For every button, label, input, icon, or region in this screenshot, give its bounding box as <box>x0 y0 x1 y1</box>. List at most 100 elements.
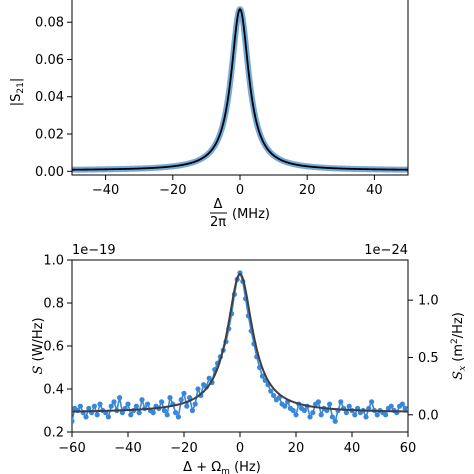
bottom-left-multiplier: 1e−19 <box>72 243 116 258</box>
bottom-data-point <box>187 395 193 401</box>
bottom-data-point <box>133 403 139 409</box>
bottom-data-point <box>290 407 296 414</box>
bottom-data-point <box>192 401 198 407</box>
bottom-data-point <box>369 399 375 405</box>
bottom-xlabel: Δ + Ωm (Hz) <box>183 460 261 474</box>
bottom-right-multiplier: 1e−24 <box>364 243 408 258</box>
bottom-panel: −60 −40 −20 0 20 40 60 0.2 0.4 0.6 0.8 1.0 0.0 0.5 1… <box>31 243 468 474</box>
top-y-tick-label: 0.02 <box>35 128 64 143</box>
bottom-data-point <box>181 390 187 396</box>
top-measured-curve <box>72 6 408 173</box>
top-xlabel: Δ 2π (MHz) <box>210 197 270 230</box>
bottom-data-point <box>388 403 394 409</box>
bottom-data-point <box>117 395 123 401</box>
bottom-data-point <box>125 401 131 407</box>
svg-text:Δ: Δ <box>214 197 223 212</box>
bottom-y-tick-label: 0.6 <box>43 340 64 355</box>
bottom-data-point <box>72 418 75 424</box>
top-series-group <box>72 6 408 173</box>
bottom-data-point <box>366 405 372 411</box>
bottom-y-tick-label: 0.4 <box>43 383 64 398</box>
bottom-y-ticks: 0.2 0.4 0.6 0.8 1.0 <box>43 254 72 441</box>
bottom-data-point <box>271 392 277 399</box>
bottom-data-point <box>315 399 321 405</box>
bottom-x-tick-label: 20 <box>288 441 305 456</box>
bottom-data-point <box>128 412 134 418</box>
bottom-data-point <box>301 407 307 414</box>
bottom-data-point <box>329 414 335 420</box>
bottom-data-point <box>307 414 313 420</box>
bottom-x-ticks: −60 −40 −20 0 20 40 60 <box>58 432 416 456</box>
bottom-data-point <box>83 414 89 420</box>
bottom-right-ylabel: Sx (m2/Hz) <box>450 312 468 380</box>
top-y-ticks: 0.00 0.02 0.04 0.06 0.08 <box>35 16 72 180</box>
bottom-right-y-tick-label: 1.0 <box>418 294 439 309</box>
svg-text:2π: 2π <box>210 215 226 230</box>
bottom-data-point <box>268 388 274 394</box>
bottom-data-point <box>189 407 195 414</box>
bottom-data-point <box>363 414 369 420</box>
top-y-tick-label: 0.04 <box>35 90 64 105</box>
bottom-data-point <box>94 412 100 418</box>
bottom-data-point <box>77 403 83 409</box>
bottom-data-point <box>145 401 151 407</box>
bottom-data-point <box>206 375 212 381</box>
top-fit-curve <box>72 8 408 171</box>
top-x-ticks: −40 −20 0 20 40 <box>92 175 383 198</box>
bottom-data-point <box>383 412 389 418</box>
bottom-right-y-ticks: 0.0 0.5 1.0 <box>408 294 439 423</box>
top-x-tick-label: 20 <box>299 183 316 198</box>
bottom-data-point <box>173 410 179 416</box>
bottom-x-tick-label: −60 <box>58 441 85 456</box>
bottom-data-point <box>97 401 103 407</box>
bottom-data-point <box>108 403 114 409</box>
top-x-tick-label: −20 <box>159 183 186 198</box>
bottom-data-point <box>310 410 316 416</box>
bottom-data-point <box>293 412 299 418</box>
bottom-data-point <box>111 399 117 405</box>
top-panel: −40 −20 0 20 40 0.00 0.02 0.04 0.06 0.08 |S21| Δ… <box>9 0 409 230</box>
bottom-y-tick-label: 0.2 <box>43 426 64 441</box>
top-x-tick-label: 0 <box>236 183 244 198</box>
bottom-y-tick-label: 0.8 <box>43 297 64 312</box>
bottom-data-point <box>374 412 380 418</box>
svg-text:(MHz): (MHz) <box>232 207 270 222</box>
bottom-data-point <box>259 373 265 379</box>
bottom-series-group <box>72 270 408 424</box>
top-ylabel: |S21| <box>9 78 26 106</box>
bottom-data-point <box>332 418 338 424</box>
bottom-data-point <box>105 414 111 420</box>
bottom-x-tick-label: 60 <box>400 441 417 456</box>
top-y-tick-label: 0.08 <box>35 16 64 31</box>
bottom-x-tick-label: 0 <box>236 441 244 456</box>
bottom-data-point <box>184 403 190 409</box>
bottom-data-point <box>159 399 165 405</box>
bottom-data-point <box>161 407 167 414</box>
bottom-ylabel: S (W/Hz) <box>31 317 46 374</box>
bottom-fit-curve <box>72 272 408 413</box>
bottom-data-point <box>136 410 142 416</box>
bottom-data-point <box>178 397 184 403</box>
bottom-x-tick-label: 40 <box>344 441 361 456</box>
bottom-x-tick-label: −40 <box>114 441 141 456</box>
bottom-data-point <box>327 401 333 407</box>
bottom-data-point <box>352 412 358 418</box>
bottom-data-point <box>86 405 92 411</box>
bottom-right-y-tick-label: 0.5 <box>418 351 439 366</box>
bottom-data-point <box>164 412 170 418</box>
bottom-data-point <box>167 395 173 401</box>
bottom-data-point <box>346 403 352 409</box>
bottom-data-point <box>282 403 288 409</box>
bottom-data-point <box>150 410 156 416</box>
top-y-tick-label: 0.00 <box>35 165 64 180</box>
bottom-data-point <box>139 397 145 403</box>
top-axes-frame <box>71 0 409 176</box>
bottom-data-point <box>399 401 405 407</box>
bottom-data-point <box>338 399 344 405</box>
bottom-data-point <box>195 386 201 392</box>
bottom-data-point <box>91 403 97 409</box>
top-x-tick-label: 40 <box>366 183 383 198</box>
top-x-tick-label: −40 <box>92 183 119 198</box>
bottom-x-tick-label: −20 <box>170 441 197 456</box>
top-y-tick-label: 0.06 <box>35 53 64 68</box>
